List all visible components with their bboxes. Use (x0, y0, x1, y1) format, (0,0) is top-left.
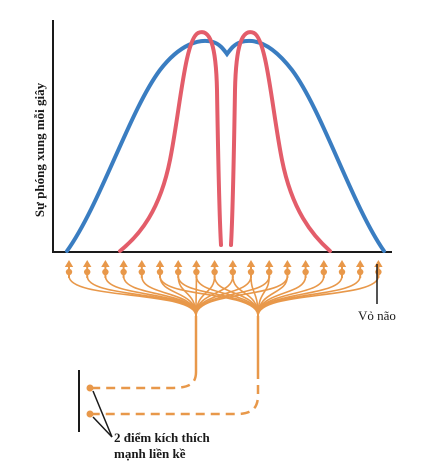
pointer-line-lower (92, 416, 113, 438)
neuron-arrow-icon (64, 260, 74, 267)
pointer-line-upper (92, 390, 113, 438)
neuron-tree (64, 260, 383, 317)
neuron-arrow-icon (265, 260, 274, 267)
blue-response-curve (65, 38, 386, 253)
neuron-arrow-icon (137, 260, 146, 267)
neuron-arrow-icon (174, 260, 183, 267)
stimulus-point-lower (86, 410, 94, 418)
neuron-branch (159, 275, 259, 317)
neuron-branch (195, 275, 289, 317)
neuron-arrow-icon (155, 260, 165, 267)
neuron-arrow-icon (228, 260, 237, 267)
neuron-arrow-icon (337, 260, 347, 267)
axes (52, 20, 392, 253)
neuron-arrow-icon (101, 260, 110, 267)
red-response-curve (118, 30, 223, 253)
upper-pathway-dashed (92, 371, 198, 390)
neuron-arrow-icon (210, 260, 219, 267)
neuron-arrow-icon (246, 260, 256, 267)
neuron-arrow-icon (301, 260, 310, 267)
neuron-arrow-icon (356, 260, 365, 267)
cortex-label: Vỏ não (358, 308, 396, 323)
y-axis-label: Sự phóng xung mỗi giây (32, 82, 47, 217)
stimulus-label-line2: mạnh liền kề (114, 446, 186, 461)
neuron-arrow-icon (119, 260, 128, 267)
neuron-branch (257, 275, 380, 317)
neuron-arrow-icon (192, 260, 201, 267)
stimulus-label-line1: 2 điểm kích thích (114, 430, 210, 445)
neuron-arrow-icon (319, 260, 328, 267)
neuron-arrow-icon (283, 260, 292, 267)
neuron-arrow-icon (83, 260, 92, 267)
stimulus-pathways (78, 316, 260, 438)
red-response-curve-right (229, 30, 332, 253)
lower-pathway-dashed (92, 370, 260, 416)
stimulus-point-upper (86, 384, 94, 392)
